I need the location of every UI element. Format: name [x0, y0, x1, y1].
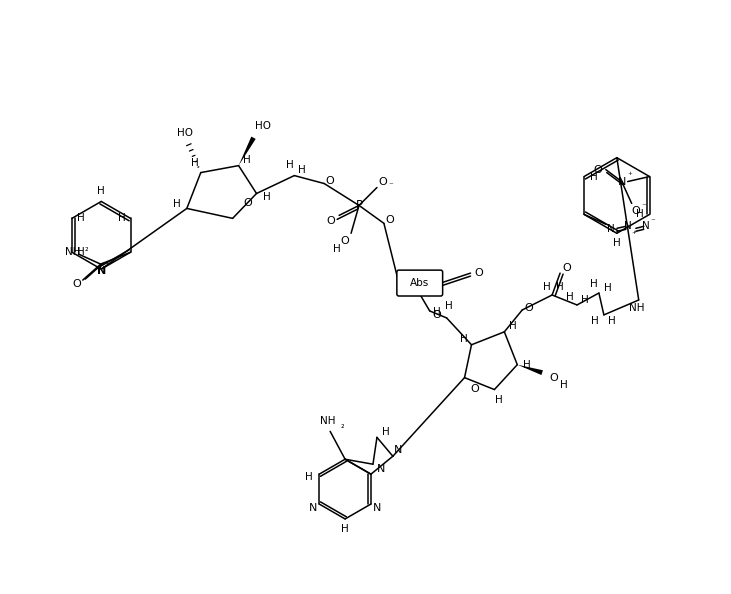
Text: O: O [632, 206, 640, 216]
Text: H: H [173, 200, 181, 210]
Text: N: N [373, 503, 381, 513]
Text: H: H [636, 210, 643, 219]
Text: H: H [591, 316, 599, 326]
Text: ₂: ₂ [341, 421, 344, 430]
Text: H: H [97, 187, 105, 197]
Text: H: H [287, 160, 295, 170]
Text: H: H [560, 380, 568, 390]
Text: ⁻: ⁻ [388, 181, 393, 190]
FancyBboxPatch shape [397, 270, 443, 296]
Text: NH: NH [320, 416, 336, 426]
Text: H: H [523, 360, 531, 369]
Text: H: H [543, 282, 551, 292]
Text: H: H [77, 247, 85, 257]
Text: H: H [298, 165, 306, 175]
Text: O: O [243, 198, 252, 208]
Text: O: O [594, 165, 602, 175]
Text: O: O [326, 176, 335, 185]
Text: NH: NH [65, 247, 80, 257]
Text: H: H [118, 213, 126, 223]
Text: O: O [341, 236, 349, 247]
Text: HO: HO [177, 128, 193, 138]
Text: H: H [581, 295, 589, 305]
Text: NH: NH [629, 303, 645, 313]
Text: N: N [96, 266, 106, 276]
Text: ⁺: ⁺ [627, 171, 632, 180]
Text: H: H [613, 238, 621, 248]
Text: N: N [376, 464, 385, 474]
Text: ₂: ₂ [85, 244, 88, 252]
Text: H: H [191, 157, 199, 168]
Text: H: H [590, 172, 598, 182]
Text: H: H [382, 427, 390, 437]
Text: ⁺: ⁺ [105, 261, 110, 270]
Text: H: H [590, 279, 598, 289]
Text: O: O [470, 384, 479, 394]
Text: H: H [510, 321, 517, 331]
Text: ⁻: ⁻ [651, 217, 655, 226]
Text: H: H [333, 244, 341, 254]
Text: H: H [460, 334, 467, 344]
Text: H: H [341, 524, 349, 534]
Text: H: H [608, 316, 616, 326]
Polygon shape [238, 137, 256, 166]
Text: O: O [385, 216, 394, 225]
Polygon shape [518, 365, 543, 375]
Text: P: P [355, 199, 363, 212]
Text: Abs: Abs [410, 278, 429, 288]
Text: N: N [618, 176, 626, 187]
Text: O: O [432, 310, 441, 320]
Text: O: O [379, 176, 387, 187]
Text: H: H [306, 472, 313, 482]
Text: H: H [556, 282, 564, 292]
Text: H: H [567, 292, 574, 302]
Text: H: H [494, 394, 502, 405]
Text: O: O [525, 303, 534, 313]
Text: N: N [607, 225, 615, 234]
Text: N: N [393, 446, 402, 455]
Text: N: N [309, 503, 317, 513]
Text: N: N [642, 222, 650, 231]
Text: H: H [433, 307, 441, 317]
Text: ⁺: ⁺ [632, 230, 636, 239]
Text: H: H [604, 283, 612, 293]
Text: O: O [72, 279, 81, 289]
Text: H: H [444, 301, 452, 311]
Text: ⁻: ⁻ [641, 202, 646, 211]
Text: O: O [474, 268, 483, 278]
Text: H: H [77, 213, 85, 223]
Text: H: H [243, 154, 251, 165]
Text: O: O [550, 372, 558, 383]
Text: O: O [563, 263, 572, 273]
Text: O: O [327, 216, 336, 226]
Text: N: N [624, 222, 632, 231]
Text: H: H [262, 192, 270, 203]
Text: HO: HO [255, 121, 271, 131]
